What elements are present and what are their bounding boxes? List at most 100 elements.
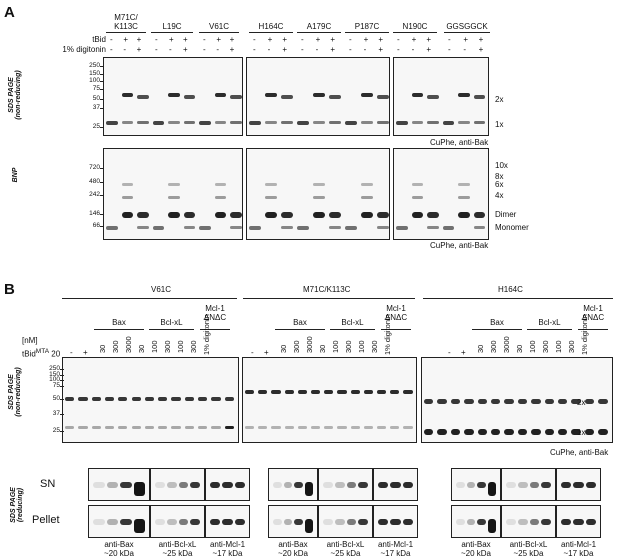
blot-sn	[205, 468, 250, 501]
blot-pellet	[268, 505, 318, 538]
mw-tick	[100, 214, 104, 215]
gel-band	[281, 212, 293, 218]
gel-band	[258, 390, 268, 394]
blot-sn	[501, 468, 556, 501]
antibody-name: anti-Bcl-xL	[509, 540, 548, 549]
mw-tick	[100, 108, 104, 109]
blot-band	[283, 519, 292, 525]
reducing-label-b: SDS PAGE (reducing)	[10, 465, 24, 545]
gel-band	[265, 121, 277, 124]
gel-band	[377, 390, 387, 394]
blot-band	[283, 482, 292, 488]
gel-band	[65, 426, 75, 429]
gel-band	[531, 429, 541, 435]
sub-header-sub_mcl: Mcl-1 ΔNΔC	[581, 304, 605, 322]
gel-band	[458, 183, 470, 186]
gel-band	[477, 399, 487, 404]
gel-band	[473, 95, 485, 99]
sign-plus: +	[264, 348, 269, 357]
gel-band	[168, 212, 180, 218]
gel-band	[118, 426, 128, 429]
gel-band	[297, 390, 307, 394]
gel-band	[411, 196, 423, 199]
gel-b-sds-2	[242, 357, 417, 443]
gel-band	[427, 121, 439, 124]
blot-band	[294, 519, 303, 525]
blot-band	[273, 519, 282, 525]
sign-tbid: -	[397, 35, 400, 44]
gel-band	[390, 426, 400, 429]
gel-band	[214, 183, 226, 186]
mw-a-sds: 25	[92, 123, 100, 130]
sub-header-sub_mcl: Mcl-1 ΔNΔC	[203, 304, 227, 322]
sds-page-label-b: SDS PAGE (non-reducing)	[8, 352, 22, 432]
panel-a-letter: A	[4, 4, 15, 21]
blot-sn	[88, 468, 150, 501]
gel-band	[137, 226, 149, 229]
gel-band	[361, 93, 373, 97]
mw-tick	[100, 226, 104, 227]
group-v61c: V61C	[151, 285, 172, 294]
gel-band	[198, 397, 208, 401]
gel-band	[361, 121, 373, 124]
sign-tbid: +	[216, 35, 221, 44]
sub-underline	[149, 329, 194, 330]
sub-underline	[381, 329, 411, 330]
gel-band	[265, 183, 277, 186]
blot-pellet	[373, 505, 418, 538]
gel-band	[473, 226, 485, 229]
mw-b-sds: 150	[49, 371, 60, 378]
blot-band	[210, 519, 221, 525]
gel-band	[424, 429, 434, 435]
mw-tick	[100, 99, 104, 100]
gel-band	[324, 390, 334, 394]
gel-band	[491, 429, 501, 435]
group-underline-6	[393, 32, 437, 33]
gel-band	[271, 390, 281, 394]
gel-band	[171, 426, 181, 429]
conc-conc_mcl: 300	[370, 340, 379, 353]
gel-band	[104, 426, 115, 429]
sds-label-text: SDS PAGE (non-reducing)	[8, 70, 22, 120]
gel-band	[377, 426, 387, 429]
sign-dig: -	[349, 45, 352, 54]
sign-dig: -	[123, 45, 126, 54]
gel-band	[558, 429, 568, 435]
gel-band	[104, 397, 115, 401]
group-header-4: A179C	[306, 22, 332, 31]
gel-band	[297, 226, 309, 230]
gel-band	[411, 183, 423, 186]
gel-band	[403, 390, 413, 394]
gel-band	[311, 390, 321, 394]
sign-dig: -	[216, 45, 219, 54]
b-right-2x: 2x	[577, 398, 586, 407]
mw-b-sds: 75	[52, 382, 60, 389]
bnp-right-5: Monomer	[495, 223, 529, 232]
blot-band	[133, 482, 145, 496]
gel-band	[531, 399, 541, 404]
sign-dig: -	[448, 45, 451, 54]
sub-underline	[94, 329, 144, 330]
group-underline-3	[249, 32, 293, 33]
group-line-1	[62, 298, 237, 299]
gel-band	[265, 93, 277, 97]
antibody-size: ~25 kDa	[513, 549, 544, 558]
gel-band	[313, 196, 325, 199]
bnp-right-2: 6x	[495, 180, 504, 189]
gel-band	[183, 121, 195, 124]
gel-band	[504, 429, 514, 435]
sign-dig: +	[183, 45, 188, 54]
blot-band	[334, 482, 345, 488]
sign-tbid: +	[426, 35, 431, 44]
gel-band	[313, 212, 325, 218]
bnp-right-1: 8x	[495, 172, 504, 181]
sub-header-sub_bcl: Bcl-xL	[160, 318, 183, 327]
blot-band	[573, 519, 584, 525]
sign-tbid: +	[282, 35, 287, 44]
gel-band	[265, 212, 277, 218]
mw-tick	[100, 195, 104, 196]
gel-band	[411, 212, 423, 218]
gel-band	[437, 399, 447, 404]
gel-band	[450, 399, 461, 404]
blot-band	[358, 519, 368, 525]
